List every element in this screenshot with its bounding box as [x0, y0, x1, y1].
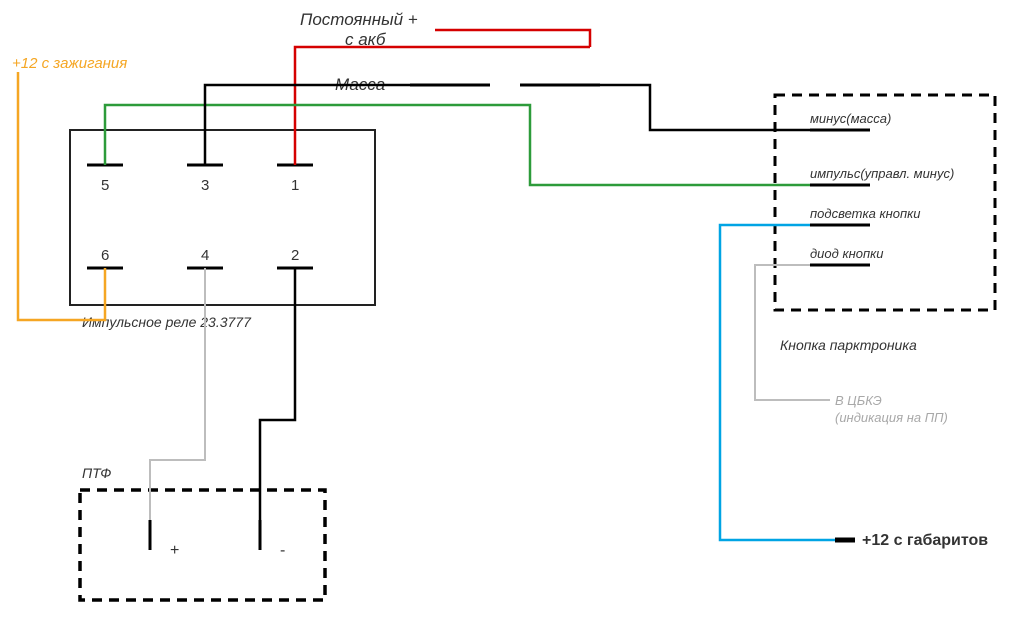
- svg-text:2: 2: [291, 247, 299, 264]
- svg-text:-: -: [280, 542, 285, 559]
- svg-text:Кнопка парктроника: Кнопка парктроника: [780, 337, 917, 353]
- svg-text:Импульсное реле 23.3777: Импульсное реле 23.3777: [82, 314, 252, 330]
- svg-text:+: +: [170, 542, 179, 559]
- wiring-diagram: 5 3 1 6 4 2 Импульсное реле 23.3777 Кнопка парк…: [0, 0, 1024, 625]
- svg-text:1: 1: [291, 177, 299, 194]
- svg-text:6: 6: [101, 247, 109, 264]
- svg-text:минус(масса): минус(масса): [810, 111, 891, 126]
- svg-text:диод кнопки: диод кнопки: [810, 246, 884, 261]
- svg-text:+12 с габаритов: +12 с габаритов: [862, 532, 988, 549]
- svg-text:(индикация на ПП): (индикация на ПП): [835, 410, 948, 425]
- svg-text:Постоянный +: Постоянный +: [300, 10, 418, 29]
- svg-text:5: 5: [101, 177, 109, 194]
- svg-text:3: 3: [201, 177, 209, 194]
- svg-text:4: 4: [201, 247, 209, 264]
- svg-text:+12 с зажигания: +12 с зажигания: [12, 55, 127, 72]
- svg-text:ПТФ: ПТФ: [82, 465, 111, 481]
- svg-text:В ЦБКЭ: В ЦБКЭ: [835, 393, 882, 408]
- svg-text:подсветка кнопки: подсветка кнопки: [810, 206, 921, 221]
- svg-text:импульс(управл. минус): импульс(управл. минус): [810, 166, 954, 181]
